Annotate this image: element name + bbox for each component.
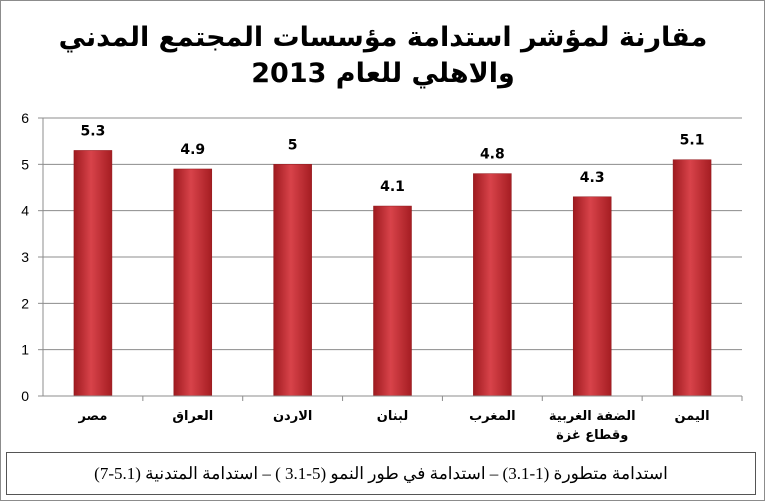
y-tick-label: 4 bbox=[21, 203, 29, 219]
bar bbox=[473, 173, 512, 397]
x-category-label: الاردن bbox=[273, 409, 312, 424]
bars: 5.3 4.9 5 4.1 4.8 4.3 5.1 bbox=[73, 123, 712, 397]
data-label: 5.3 bbox=[81, 123, 106, 139]
chart-title-line-1: مقارنة لمؤشر استدامة مؤسسات المجتمع المد… bbox=[59, 22, 708, 53]
y-tick-label: 0 bbox=[21, 388, 29, 404]
y-tick-label: 2 bbox=[21, 295, 29, 311]
x-axis-labels: مصر العراق الاردن لبنان المغرب الضفة الغربية و… bbox=[77, 396, 743, 443]
bar bbox=[572, 196, 612, 397]
bar bbox=[173, 168, 213, 397]
y-axis-ticks: 0 1 2 3 4 5 6 bbox=[21, 110, 43, 404]
x-category-label: مصر bbox=[77, 409, 107, 424]
footnote-text: استدامة متطورة (1-3.1) – استدامة في طور … bbox=[94, 464, 668, 483]
x-category-label: المغرب bbox=[469, 409, 516, 424]
y-tick-label: 1 bbox=[21, 342, 29, 358]
footnote-box: استدامة متطورة (1-3.1) – استدامة في طور … bbox=[6, 452, 756, 495]
data-label: 4.8 bbox=[480, 147, 505, 163]
bar bbox=[373, 205, 412, 397]
chart-title-line-2: والاهلي للعام 2013 bbox=[251, 58, 514, 89]
x-category-label: لبنان bbox=[377, 409, 408, 424]
y-tick-label: 5 bbox=[21, 156, 29, 172]
gridlines bbox=[43, 117, 742, 351]
data-label: 5.1 bbox=[680, 133, 705, 149]
x-category-label: وقطاع غزة bbox=[556, 428, 628, 443]
x-category-label: اليمن bbox=[675, 409, 710, 424]
data-label: 4.9 bbox=[180, 142, 205, 158]
data-label: 5 bbox=[288, 137, 298, 153]
y-tick-label: 3 bbox=[21, 249, 29, 265]
x-category-label: الضفة الغربية bbox=[549, 409, 636, 424]
bar bbox=[73, 150, 113, 397]
bar bbox=[672, 159, 712, 397]
y-tick-label: 6 bbox=[21, 110, 29, 126]
bar bbox=[273, 164, 312, 397]
data-label: 4.1 bbox=[380, 179, 405, 195]
data-label: 4.3 bbox=[580, 170, 605, 186]
bar-chart: مقارنة لمؤشر استدامة مؤسسات المجتمع المد… bbox=[21, 22, 743, 443]
x-category-label: العراق bbox=[172, 409, 213, 424]
